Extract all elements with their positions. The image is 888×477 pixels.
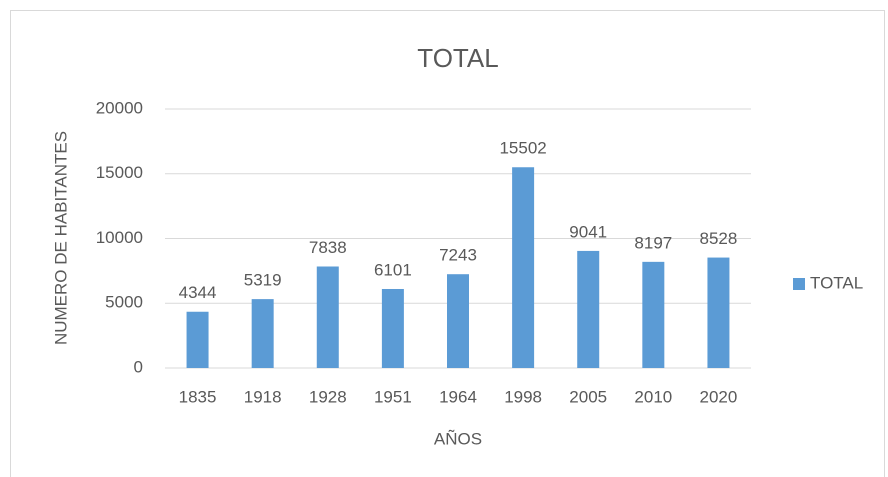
x-tick-label: 2020 [700, 387, 738, 406]
x-tick-label: 1998 [504, 387, 542, 406]
data-label: 7243 [439, 246, 477, 265]
data-label: 7838 [309, 238, 347, 257]
x-tick-label: 1928 [309, 387, 347, 406]
y-tick-label: 5000 [105, 293, 143, 312]
data-label: 15502 [499, 139, 546, 158]
x-tick-label: 1918 [244, 387, 282, 406]
legend-label: TOTAL [810, 273, 863, 292]
x-axis-label: AÑOS [434, 429, 482, 448]
data-label: 9041 [569, 222, 607, 241]
x-tick-label: 1951 [374, 387, 412, 406]
data-label: 6101 [374, 260, 412, 279]
bar [381, 288, 404, 368]
bar [316, 266, 339, 368]
y-tick-label: 15000 [96, 163, 143, 182]
x-tick-label: 2010 [634, 387, 672, 406]
chart-title: TOTAL [417, 43, 498, 73]
data-label: 4344 [179, 283, 217, 302]
bar [447, 274, 469, 368]
bar [186, 311, 209, 368]
x-tick-label: 1835 [179, 387, 217, 406]
y-tick-label: 10000 [96, 228, 143, 247]
bar [707, 257, 730, 368]
x-tick-label: 1964 [439, 387, 477, 406]
bar [512, 167, 535, 368]
chart-border [10, 10, 885, 477]
bar [577, 250, 600, 368]
y-tick-label: 20000 [96, 98, 143, 117]
data-label: 8197 [634, 233, 672, 252]
y-tick-label: 0 [134, 357, 143, 376]
data-label: 8528 [700, 229, 738, 248]
data-label: 5319 [244, 271, 282, 290]
x-tick-label: 2005 [569, 387, 607, 406]
bar [251, 299, 274, 368]
y-axis-label: NUMERO DE HABITANTES [51, 131, 70, 345]
legend-swatch [793, 278, 805, 290]
bar [642, 261, 665, 368]
